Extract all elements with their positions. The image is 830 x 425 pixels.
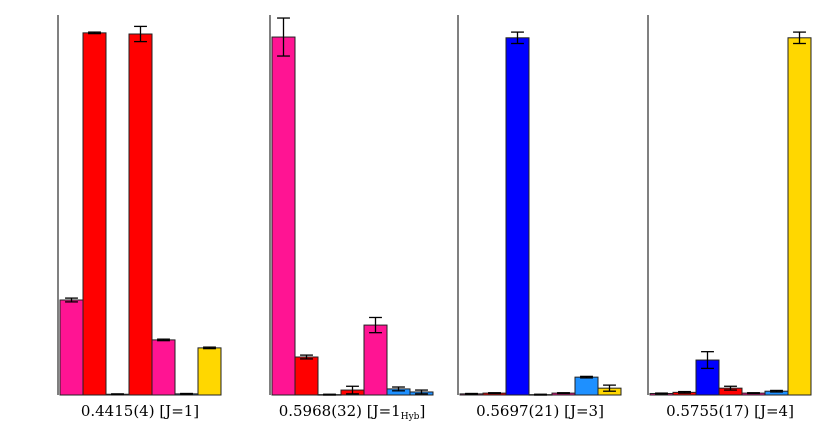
error-bar — [203, 346, 216, 350]
panel-label-main: 0.5755(17) [J=4] — [666, 402, 794, 420]
panel-label-main: 0.5968(32) [J=1 — [279, 402, 401, 420]
error-bar — [369, 316, 382, 334]
panel-label-main: 0.4415(4) [J=1] — [81, 402, 199, 420]
panel-label: 0.4415(4) [J=1] — [81, 402, 199, 420]
error-bar — [488, 392, 501, 395]
bar — [271, 36, 296, 396]
error-bar — [511, 31, 524, 45]
error-bar — [678, 390, 691, 394]
error-bar — [392, 386, 405, 392]
bar — [151, 339, 176, 396]
error-bar — [465, 392, 478, 395]
error-bar — [180, 392, 193, 395]
bar — [574, 376, 599, 396]
error-bar — [88, 31, 101, 35]
error-bar — [346, 385, 359, 395]
error-bar — [415, 389, 428, 395]
bar — [82, 32, 107, 396]
bar — [363, 324, 388, 396]
error-bar — [65, 297, 78, 303]
error-bar — [793, 31, 806, 45]
error-bar — [323, 393, 336, 396]
error-bar — [534, 393, 547, 396]
error-bar — [134, 25, 147, 43]
panel-label-sub: Hyb — [401, 412, 420, 422]
bar — [505, 37, 530, 396]
panel-label: 0.5755(17) [J=4] — [666, 402, 794, 420]
error-bar — [655, 392, 668, 395]
error-bar — [724, 385, 737, 391]
panel-label: 0.5697(21) [J=3] — [476, 402, 604, 420]
bar — [128, 33, 153, 396]
error-bar — [277, 17, 290, 57]
bar — [787, 37, 812, 396]
error-bar — [770, 389, 783, 393]
bar — [59, 299, 84, 396]
error-bar — [603, 384, 616, 392]
error-bar — [701, 351, 714, 370]
bar — [294, 356, 319, 396]
error-bar — [157, 338, 170, 342]
error-bar — [557, 392, 570, 395]
panel-label: 0.5968(32) [J=1Hyb] — [279, 402, 426, 422]
panel-label-main: 0.5697(21) [J=3] — [476, 402, 604, 420]
panel-label-end: ] — [419, 402, 425, 420]
error-bar — [111, 393, 124, 396]
bar — [197, 347, 222, 396]
error-bar — [300, 354, 313, 360]
error-bar — [580, 375, 593, 379]
error-bar — [747, 392, 760, 395]
